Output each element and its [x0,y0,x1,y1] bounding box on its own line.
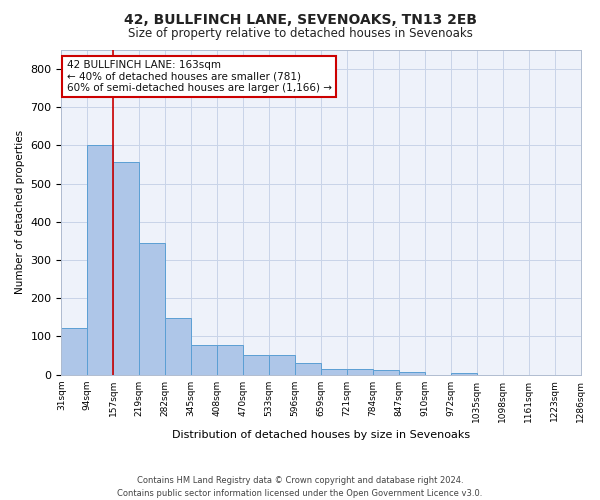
Bar [347,370,373,374]
X-axis label: Distribution of detached houses by size in Sevenoaks: Distribution of detached houses by size … [172,430,470,440]
Y-axis label: Number of detached properties: Number of detached properties [15,130,25,294]
Text: Contains HM Land Registry data © Crown copyright and database right 2024.
Contai: Contains HM Land Registry data © Crown c… [118,476,482,498]
Bar [321,369,347,374]
Bar [295,363,321,374]
Bar [373,370,399,374]
Bar [191,345,217,374]
Bar [243,355,269,374]
Bar [217,346,243,374]
Bar [88,145,113,374]
Text: Size of property relative to detached houses in Sevenoaks: Size of property relative to detached ho… [128,28,472,40]
Bar [113,162,139,374]
Bar [139,243,165,374]
Bar [165,318,191,374]
Text: 42 BULLFINCH LANE: 163sqm
← 40% of detached houses are smaller (781)
60% of semi: 42 BULLFINCH LANE: 163sqm ← 40% of detac… [67,60,332,93]
Bar [61,328,88,374]
Bar [269,355,295,374]
Bar [451,373,476,374]
Text: 42, BULLFINCH LANE, SEVENOAKS, TN13 2EB: 42, BULLFINCH LANE, SEVENOAKS, TN13 2EB [124,12,476,26]
Bar [399,372,425,374]
